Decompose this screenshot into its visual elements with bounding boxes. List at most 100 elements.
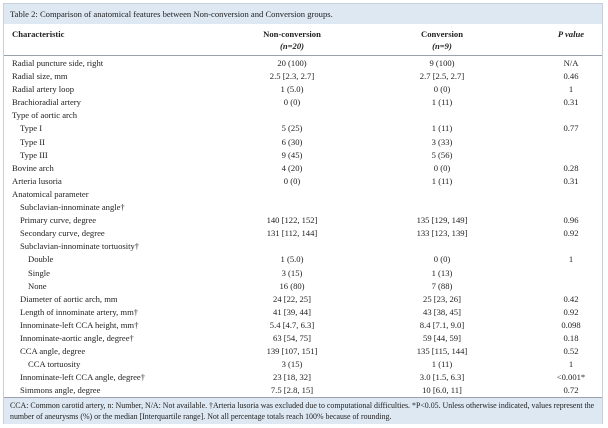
- p-value: <0.001*: [556, 372, 586, 383]
- table-row: Type III 9 (45) 5 (56): [4, 149, 602, 162]
- nonconversion-value: 20 (100): [277, 58, 307, 68]
- conversion-value: 9 (100): [429, 58, 455, 68]
- conversion-value: 10 [6.0, 11]: [422, 385, 462, 396]
- conversion-value: 1 (11): [431, 359, 453, 370]
- nonconversion-value: 7.5 [2.8, 15]: [270, 385, 314, 396]
- table-row: Simmons angle, degree 7.5 [2.8, 15] 10 [6.…: [4, 384, 602, 397]
- p-value: 1: [568, 359, 574, 370]
- row-label: Single: [28, 267, 50, 278]
- row-label: Arteria lusoria: [12, 175, 62, 186]
- nonconversion-value: 4 (20): [281, 162, 303, 173]
- nonconversion-value: 1 (5.0): [280, 84, 304, 95]
- row-label: Radial size, mm: [12, 71, 68, 82]
- row-label: Anatomical parameter: [12, 188, 89, 199]
- conversion-value: 0 (0): [433, 84, 451, 95]
- table-row: Subclavian-innominate angle†: [4, 201, 602, 214]
- nonconversion-value: 3 (15): [281, 359, 303, 370]
- conversion-value: 3 (33): [431, 136, 453, 147]
- conversion-value: 1 (13): [431, 267, 453, 278]
- table-row: Type II 6 (30) 3 (33): [4, 136, 602, 149]
- p-value: 0.92: [563, 306, 579, 317]
- row-label: Brachioradial artery: [12, 97, 81, 108]
- table-row: Arteria lusoria 0 (0) 1 (11) 0.31: [4, 175, 602, 188]
- row-label: CCA tortuosity: [28, 359, 81, 370]
- table-row: Radial size, mm 2.5 [2.3, 2.7] 2.7 [2.5, 2…: [4, 70, 602, 83]
- conversion-value: 7 (88): [431, 280, 453, 291]
- row-label: Type III: [20, 149, 48, 160]
- table-row: Brachioradial artery 0 (0) 1 (11) 0.31: [4, 96, 602, 109]
- row-label: Bovine arch: [12, 162, 54, 173]
- table-row: Length of innominate artery, mm† 41 [39, …: [4, 306, 602, 319]
- row-label: Primary curve, degree: [20, 215, 97, 226]
- table-row: Innominate-aortic angle, degree† 63 [54, …: [4, 332, 602, 345]
- nonconversion-value: 6 (30): [281, 136, 303, 147]
- conversion-value: 135 [115, 144]: [416, 346, 468, 357]
- table-row: CCA tortuosity 3 (15) 1 (11) 1: [4, 358, 602, 371]
- conversion-value: 59 [44, 59]: [423, 332, 461, 343]
- row-label: Diameter of aortic arch, mm: [20, 293, 118, 304]
- table-row: Subclavian-innominate tortuosity†: [4, 240, 602, 253]
- nonconversion-value: 131 [112, 144]: [266, 228, 318, 239]
- table-header: Characteristic Non-conversion (n=20) Con…: [4, 25, 602, 56]
- row-label: Simmons angle, degree: [20, 385, 101, 396]
- table-row: Innominate-left CCA angle, degree† 23 [18…: [4, 371, 602, 384]
- row-label: Type of aortic arch: [12, 110, 78, 121]
- table-row: Diameter of aortic arch, mm 24 [22, 25] 25…: [4, 293, 602, 306]
- row-label: Subclavian-innominate tortuosity†: [20, 241, 140, 252]
- nonconversion-value: 9 (45): [281, 149, 303, 160]
- p-value: 0.96: [563, 215, 579, 226]
- p-value: 0.31: [563, 175, 579, 186]
- conversion-value: 1 (11): [431, 123, 453, 134]
- row-label: Secondary curve, degree: [20, 228, 105, 239]
- row-label: Type I: [20, 123, 43, 134]
- p-value: 0.92: [563, 228, 579, 239]
- p-value: 0.46: [563, 71, 579, 82]
- row-label: Type II: [20, 136, 45, 147]
- row-label: None: [28, 280, 47, 291]
- row-label: Subclavian-innominate angle†: [20, 202, 125, 213]
- nonconversion-value: 5 (25): [281, 123, 303, 134]
- conversion-value: 1 (11): [431, 175, 453, 186]
- table-row: Type I 5 (25) 1 (11) 0.77: [4, 122, 602, 135]
- nonconversion-value: 1 (5.0): [280, 254, 304, 265]
- nonconversion-value: 140 [122, 152]: [266, 215, 318, 226]
- row-label: Innominate-aortic angle, degree†: [20, 332, 134, 343]
- table-frame: Table 2: Comparison of anatomical featur…: [3, 3, 603, 424]
- p-value: 0.28: [563, 162, 579, 173]
- nonconversion-value: 63 [54, 75]: [273, 332, 311, 343]
- table-row: None 16 (80) 7 (88): [4, 280, 602, 293]
- conversion-value: 1 (11): [431, 97, 453, 108]
- nonconversion-value: 2.5 [2.3, 2.7]: [269, 71, 315, 82]
- p-value: 1: [568, 84, 574, 95]
- table-row: CCA angle, degree 139 [107, 151] 135 [115,…: [4, 345, 602, 358]
- p-value: N/A: [563, 58, 579, 68]
- header-nonconversion-n: (n=20): [280, 41, 304, 51]
- header-characteristic: Characteristic: [12, 29, 65, 39]
- nonconversion-value: 16 (80): [279, 280, 305, 291]
- table-body: Radial puncture side, right 20 (100) 9 (10…: [4, 57, 602, 397]
- conversion-value: 8.4 [7.1, 9.0]: [419, 319, 465, 330]
- conversion-value: 3.0 [1.5, 6.3]: [419, 372, 465, 383]
- nonconversion-value: 24 [22, 25]: [273, 293, 311, 304]
- nonconversion-value: 0 (0): [283, 97, 301, 108]
- conversion-value: 135 [129, 149]: [416, 215, 468, 226]
- table-footnote: CCA: Common carotid artery, n: Number, N…: [4, 397, 602, 424]
- header-nonconversion: Non-conversion: [263, 29, 321, 39]
- table-row: Innominate-left CCA height, mm† 5.4 [4.7,…: [4, 319, 602, 332]
- row-label: Radial artery loop: [12, 84, 75, 95]
- nonconversion-value: 23 [18, 32]: [273, 372, 311, 383]
- table-row: Secondary curve, degree 131 [112, 144] 133…: [4, 227, 602, 240]
- table-row: Radial artery loop 1 (5.0) 0 (0) 1: [4, 83, 602, 96]
- p-value: 0.52: [563, 346, 579, 357]
- nonconversion-value: 0 (0): [283, 175, 301, 186]
- table-row: Primary curve, degree 140 [122, 152] 135 […: [4, 214, 602, 227]
- conversion-value: 5 (56): [431, 149, 453, 160]
- row-label: CCA angle, degree: [20, 346, 86, 357]
- table-row: Radial puncture side, right 20 (100) 9 (10…: [4, 57, 602, 70]
- p-value: 1: [568, 254, 574, 265]
- p-value: 0.098: [561, 319, 581, 330]
- p-value: 0.72: [563, 385, 579, 396]
- p-value: 0.31: [563, 97, 579, 108]
- nonconversion-value: 139 [107, 151]: [266, 346, 318, 357]
